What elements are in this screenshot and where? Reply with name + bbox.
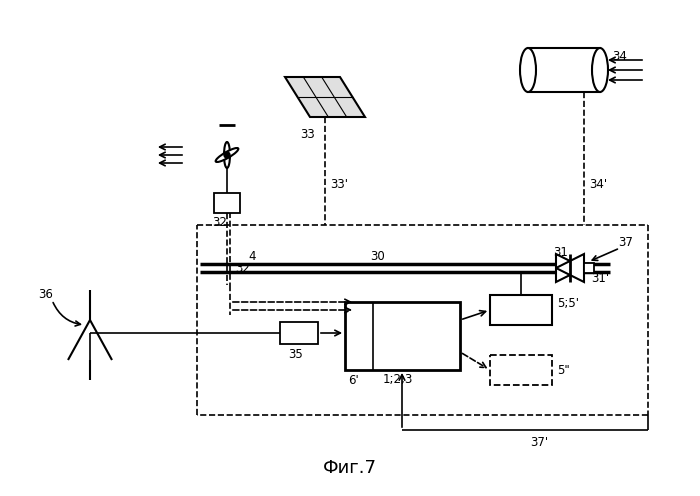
Text: 36: 36: [38, 289, 53, 302]
Text: Фиг.7: Фиг.7: [323, 459, 377, 477]
Bar: [214, 193, 240, 213]
Bar: [490, 295, 552, 325]
Ellipse shape: [592, 48, 608, 92]
Text: 34: 34: [612, 50, 627, 62]
Text: 37': 37': [530, 435, 548, 448]
Text: 31': 31': [591, 271, 609, 285]
Polygon shape: [285, 77, 365, 117]
Polygon shape: [556, 254, 584, 282]
Ellipse shape: [520, 48, 536, 92]
Bar: [490, 355, 552, 385]
Text: 4: 4: [248, 250, 256, 263]
Text: 33: 33: [300, 127, 315, 140]
Text: 1;2;3: 1;2;3: [383, 373, 414, 386]
Bar: [584, 263, 594, 273]
Text: 30: 30: [370, 250, 385, 263]
Text: 33': 33': [330, 179, 348, 191]
Bar: [280, 322, 318, 344]
Text: 5;5': 5;5': [557, 297, 579, 310]
Text: 34': 34': [589, 179, 607, 191]
Ellipse shape: [224, 142, 230, 168]
Text: 32: 32: [212, 216, 227, 230]
Text: 6': 6': [348, 373, 358, 386]
Text: 31: 31: [553, 246, 568, 258]
Text: 35: 35: [288, 348, 302, 361]
Text: 5": 5": [557, 364, 570, 376]
Circle shape: [224, 152, 230, 158]
Text: 37: 37: [618, 236, 633, 248]
Ellipse shape: [216, 148, 239, 162]
Polygon shape: [556, 254, 584, 282]
Bar: [528, 48, 600, 92]
Bar: [345, 302, 460, 370]
Text: 32': 32': [235, 261, 253, 274]
